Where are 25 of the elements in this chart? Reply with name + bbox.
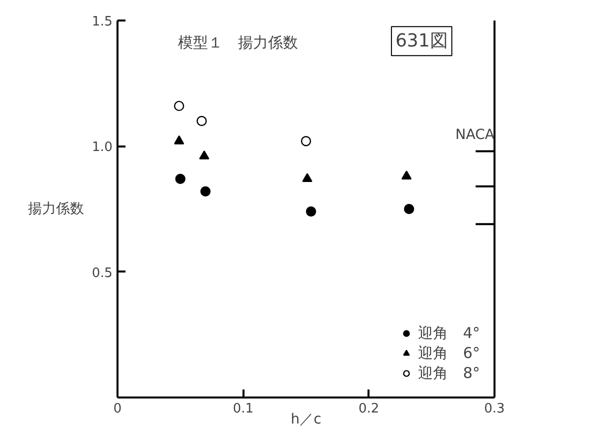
point: [302, 173, 312, 182]
point: [401, 170, 412, 180]
legend-label: 迎角 8°: [418, 364, 480, 382]
legend-label: 迎角 6°: [418, 344, 480, 362]
point: [175, 174, 186, 184]
point: [174, 100, 184, 112]
x-tick-label: 0.2: [358, 402, 380, 416]
point: [306, 206, 316, 217]
x-tick-label: 0.3: [484, 402, 505, 416]
y-tick-label: 0.5: [92, 266, 113, 281]
point: [300, 136, 312, 146]
point: [196, 116, 207, 126]
y-axis-title: 揚力係数: [28, 201, 84, 217]
annotation: 模型１ 揚力係数: [178, 34, 298, 52]
point: [200, 186, 211, 196]
annotation: 631図: [395, 30, 448, 52]
x-tick-label: 0.1: [232, 402, 254, 416]
legend-label: 迎角 4°: [418, 324, 480, 342]
x-axis-title: h／c: [290, 412, 322, 428]
point: [404, 204, 414, 214]
x-tick-label: 0: [113, 402, 122, 416]
point: [174, 135, 184, 144]
y-tick-label: 1.5: [92, 14, 113, 30]
point: [199, 150, 210, 160]
y-tick-label: 1.0: [92, 140, 113, 156]
